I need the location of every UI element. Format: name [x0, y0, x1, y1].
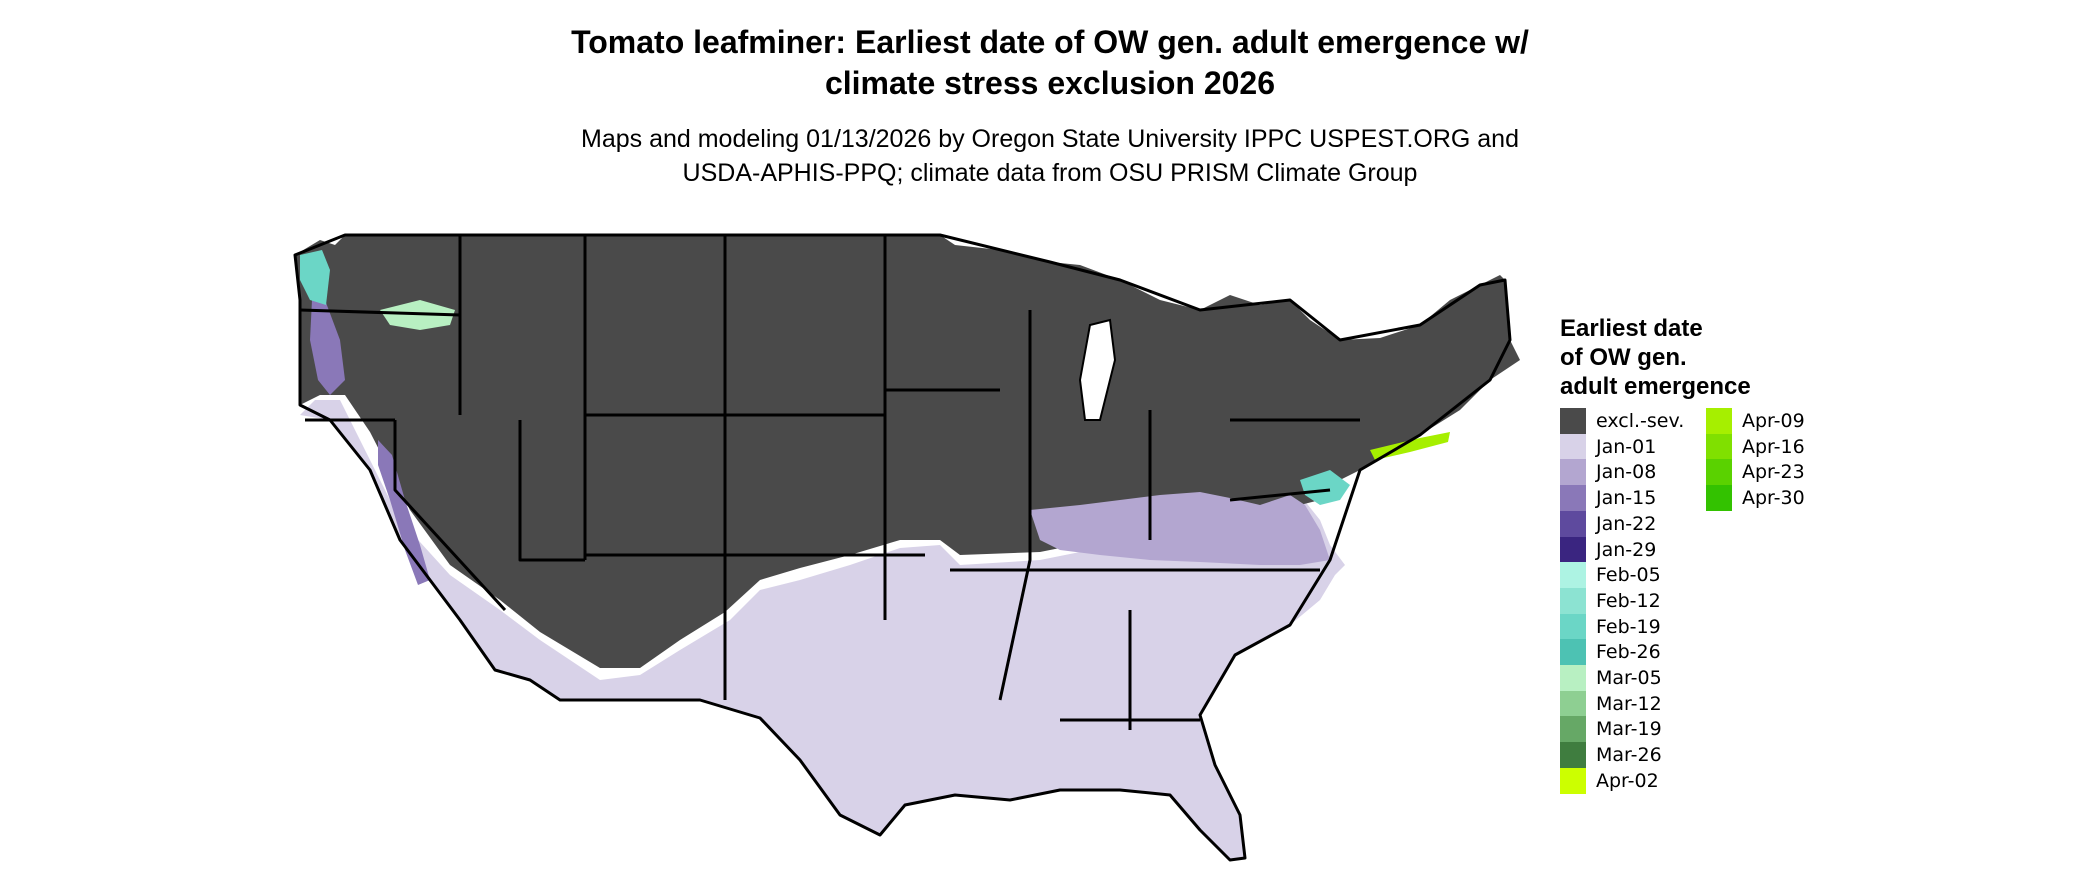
legend-label: Mar-05	[1596, 667, 1662, 689]
legend-item: Apr-09	[1706, 408, 1805, 434]
legend-swatch	[1706, 485, 1732, 512]
legend-title-line-1: Earliest date	[1560, 315, 1703, 342]
border-nv-ut	[518, 420, 585, 562]
legend-label: Feb-12	[1596, 589, 1661, 612]
legend-swatch	[1560, 716, 1586, 743]
legend-swatch	[1706, 459, 1732, 486]
legend-swatch	[1560, 433, 1586, 460]
legend-item: Mar-12	[1560, 690, 1662, 717]
zone-jan15	[310, 300, 345, 395]
legend-item: Jan-29	[1560, 536, 1657, 563]
legend-label: Apr-09	[1742, 410, 1805, 432]
legend-item: Apr-16	[1706, 433, 1805, 460]
legend-swatch	[1560, 408, 1586, 434]
legend-item: Apr-30	[1706, 485, 1805, 512]
legend-label: Apr-16	[1742, 435, 1805, 458]
legend-label: Mar-12	[1596, 692, 1662, 715]
legend-label: Apr-02	[1596, 769, 1659, 792]
legend-item: Feb-26	[1560, 639, 1661, 666]
legend-label: Mar-19	[1596, 718, 1662, 741]
legend-title-line-3: adult emergence	[1560, 373, 1751, 400]
legend-item: Feb-19	[1560, 613, 1661, 640]
legend-swatch	[1560, 459, 1586, 486]
legend-label: Jan-22	[1596, 512, 1657, 535]
zone-jan08	[1030, 492, 1330, 565]
border-outline	[293, 233, 1512, 862]
legend-item: Jan-15	[1560, 485, 1657, 512]
legend-title-line-2: of OW gen.	[1560, 344, 1687, 371]
legend-swatch	[1560, 485, 1586, 512]
legend-swatch	[1560, 767, 1586, 794]
legend-swatch	[1560, 613, 1586, 640]
legend-item: Apr-23	[1706, 459, 1805, 486]
legend-label: Jan-08	[1596, 461, 1657, 484]
legend-title: Earliest date of OW gen. adult emergence	[1560, 314, 1751, 401]
legend-label: Feb-05	[1596, 564, 1661, 587]
legend-label: Apr-23	[1742, 461, 1805, 484]
border-ca-nv	[393, 420, 507, 612]
legend-label: Jan-01	[1596, 435, 1657, 458]
legend-item: Mar-26	[1560, 742, 1662, 769]
subtitle-line-2: USDA-APHIS-PPQ; climate data from OSU PR…	[682, 159, 1418, 187]
legend-label: Jan-15	[1596, 487, 1657, 510]
legend-swatch	[1560, 562, 1586, 589]
legend-item: Apr-02	[1560, 767, 1659, 794]
title-line-2: climate stress exclusion 2026	[824, 65, 1276, 101]
legend-item: Jan-01	[1560, 433, 1657, 460]
zone-jan15-sierra	[378, 440, 430, 585]
legend-item: Jan-08	[1560, 459, 1657, 486]
legend-item: excl.-sev.	[1560, 408, 1684, 434]
map-subtitle: Maps and modeling 01/13/2026 by Oregon S…	[310, 122, 1790, 190]
legend-swatch	[1706, 433, 1732, 460]
zone-excluded	[295, 235, 1520, 668]
border-va	[1229, 488, 1331, 502]
state-borders	[293, 233, 1512, 862]
zone-jan01	[300, 400, 1345, 860]
legend-swatch	[1560, 639, 1586, 666]
legend-item: Mar-05	[1560, 665, 1662, 691]
legend-swatch	[1560, 510, 1586, 537]
legend-swatch	[1560, 587, 1586, 614]
title-line-1: Tomato leafminer: Earliest date of OW ge…	[571, 24, 1529, 60]
map-title: Tomato leafminer: Earliest date of OW ge…	[310, 22, 1790, 104]
legend-label: Mar-26	[1596, 744, 1662, 767]
legend-item: Mar-19	[1560, 716, 1662, 743]
legend-swatch	[1560, 690, 1586, 717]
border-wa-or	[299, 308, 461, 317]
subtitle-line-1: Maps and modeling 01/13/2026 by Oregon S…	[581, 125, 1519, 153]
lake-michigan	[1078, 318, 1117, 421]
legend-item: Feb-12	[1560, 587, 1661, 614]
legend-swatch	[1560, 742, 1586, 769]
legend-swatch	[1560, 536, 1586, 563]
legend-label: Feb-19	[1596, 615, 1661, 638]
legend-label: Jan-29	[1596, 538, 1657, 561]
border-ms-river	[998, 310, 1032, 701]
legend-label: excl.-sev.	[1596, 410, 1685, 432]
legend-label: Apr-30	[1742, 487, 1805, 510]
legend-swatch	[1560, 665, 1586, 691]
legend-item: Feb-05	[1560, 562, 1661, 589]
legend-item: Jan-22	[1560, 510, 1657, 537]
legend-label: Feb-26	[1596, 641, 1661, 664]
zone-feb19-chesapeake	[1300, 470, 1350, 505]
legend-swatch	[1706, 408, 1732, 434]
zone-feb19	[300, 250, 330, 305]
